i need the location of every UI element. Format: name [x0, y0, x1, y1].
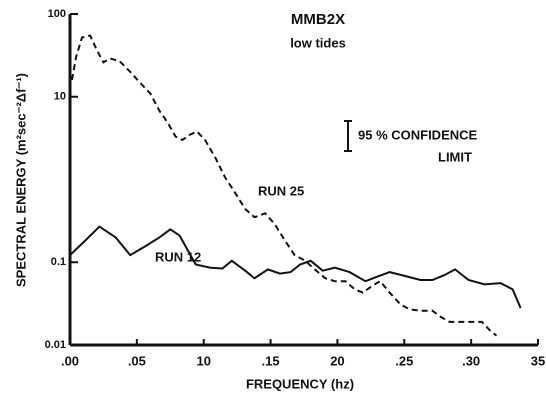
x-tick-label: .00 [61, 353, 79, 368]
x-tick-label: .25 [395, 353, 413, 368]
y-tick-label: 10 [54, 91, 66, 103]
y-tick-label: 100 [48, 8, 66, 20]
confidence-bar [344, 120, 352, 152]
x-tick-label: .05 [128, 353, 146, 368]
x-tick-label: 20 [330, 353, 344, 368]
x-tick-label: .30 [462, 353, 480, 368]
x-axis-label: FREQUENCY (hz) [246, 376, 354, 391]
series-line [69, 225, 522, 309]
annotation: LIMIT [438, 149, 472, 164]
x-tick-label: .15 [262, 353, 280, 368]
chart-subtitle: low tides [290, 35, 346, 50]
y-tick-label: 0.01 [45, 339, 66, 351]
series-label: RUN 12 [155, 249, 201, 264]
x-tick-label: 10 [196, 353, 210, 368]
y-tick-label: 0.1 [51, 256, 66, 268]
x-tick-label: 35 [531, 353, 545, 368]
chart-title: MMB2X [291, 11, 345, 28]
series-label: RUN 25 [258, 183, 304, 198]
y-axis-label: SPECTRAL ENERGY (m²sec⁻²Δf⁻¹) [13, 73, 28, 287]
annotation: 95 % CONFIDENCE [358, 127, 478, 142]
series-line [71, 34, 498, 337]
